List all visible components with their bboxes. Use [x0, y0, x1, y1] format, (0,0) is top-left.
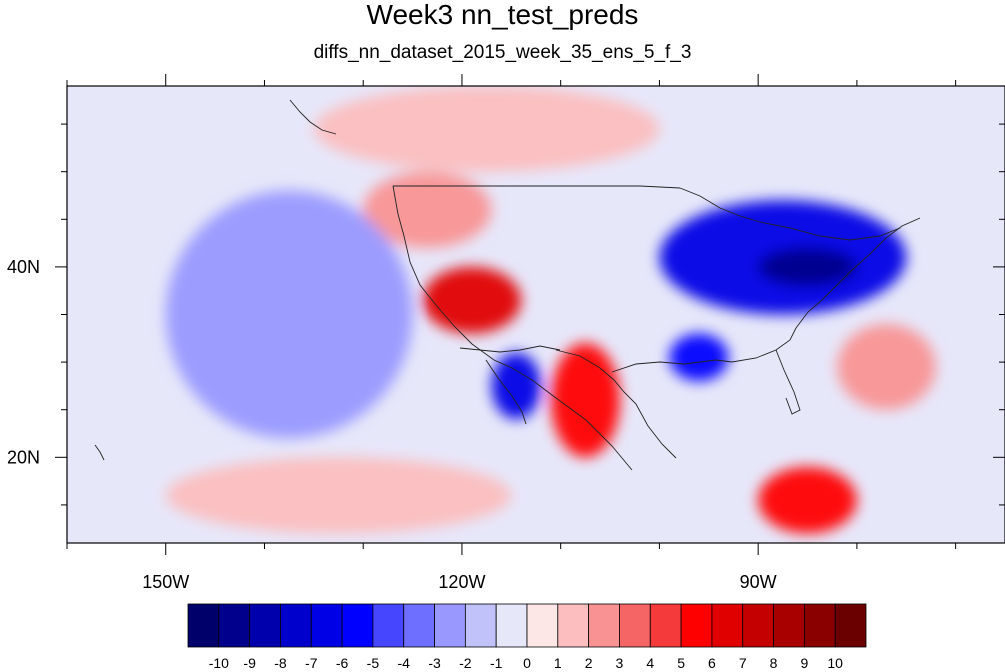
colorbar-tick-label: 5 — [677, 655, 685, 671]
colorbar-box — [464, 603, 497, 648]
colorbar-box — [619, 603, 651, 648]
anomaly-region-7 — [550, 343, 620, 458]
colorbar-tick-label: -4 — [398, 655, 411, 671]
chart-subtitle: diffs_nn_dataset_2015_week_35_ens_5_f_3 — [313, 42, 692, 63]
colorbar-box — [495, 603, 528, 648]
colorbar-box — [434, 603, 466, 648]
anomaly-region-4 — [758, 247, 857, 286]
colorbar-tick-label: 8 — [770, 655, 778, 671]
colorbar-box — [280, 603, 312, 648]
colorbar-tick-label: 2 — [585, 655, 593, 671]
y-tick-label: 40N — [7, 257, 40, 277]
colorbar-tick-label: 3 — [616, 655, 624, 671]
colorbar-box — [249, 603, 281, 648]
anomaly-region-11 — [165, 457, 512, 534]
colorbar-tick-label: -9 — [243, 655, 256, 671]
colorbar-tick-label: 0 — [523, 655, 531, 671]
colorbar-box — [834, 603, 867, 648]
anomaly-region-1 — [313, 86, 660, 172]
colorbar-tick-label: -2 — [459, 655, 472, 671]
colorbar-tick-label: -5 — [367, 655, 380, 671]
colorbar-tick-label: 9 — [800, 655, 808, 671]
colorbar-box — [649, 603, 682, 648]
anomaly-region-8 — [669, 333, 729, 382]
colorbar-box — [711, 603, 744, 648]
colorbar-tick-label: 6 — [708, 655, 716, 671]
colorbar-tick-label: 7 — [739, 655, 747, 671]
map-panel — [67, 86, 1005, 543]
colorbar-tick-label: 4 — [646, 655, 654, 671]
colorbar-tick-label: -10 — [209, 655, 229, 671]
anomaly-region-9 — [837, 324, 936, 410]
coastlines — [94, 99, 921, 471]
colorbar-box — [341, 603, 374, 648]
colorbar-box — [526, 603, 559, 648]
colorbar-box — [187, 603, 220, 648]
colorbar-box — [742, 603, 774, 648]
anomaly-region-5 — [422, 266, 522, 334]
chart-title: Week3 nn_test_preds — [366, 0, 639, 30]
anomaly-region-12 — [165, 190, 413, 439]
x-axis: 150W 120W 90W — [66, 74, 957, 592]
y-axis: 40N 20N — [7, 123, 1005, 506]
colorbar: -10 -9 -8 -7 -6 -5 -4 -3 -2 -1 0 1 2 3 4 5 6 7 8 9 10 — [187, 603, 867, 671]
colorbar-box — [588, 603, 620, 648]
colorbar-box — [372, 603, 405, 648]
colorbar-tick-label: -8 — [274, 655, 287, 671]
colorbar-box — [680, 603, 713, 648]
anomaly-region-10 — [758, 466, 857, 534]
x-tick-label: 150W — [142, 572, 189, 592]
anomaly-region-2 — [363, 171, 492, 248]
colorbar-tick-label: 1 — [554, 655, 562, 671]
colorbar-box — [218, 603, 251, 648]
x-tick-label: 120W — [438, 572, 485, 592]
colorbar-box — [403, 603, 435, 648]
colorbar-tick-label: -6 — [336, 655, 349, 671]
x-tick-label: 90W — [740, 572, 777, 592]
anomaly-field — [165, 86, 936, 534]
colorbar-tick-label: 10 — [827, 655, 843, 671]
y-tick-label: 20N — [7, 447, 40, 467]
colorbar-box — [310, 603, 343, 648]
anomaly-region-6 — [491, 352, 541, 420]
colorbar-tick-label: -1 — [490, 655, 503, 671]
colorbar-box — [803, 603, 836, 648]
colorbar-box — [557, 603, 590, 648]
colorbar-tick-label: -7 — [305, 655, 318, 671]
colorbar-box — [773, 603, 805, 648]
colorbar-tick-label: -3 — [428, 655, 441, 671]
